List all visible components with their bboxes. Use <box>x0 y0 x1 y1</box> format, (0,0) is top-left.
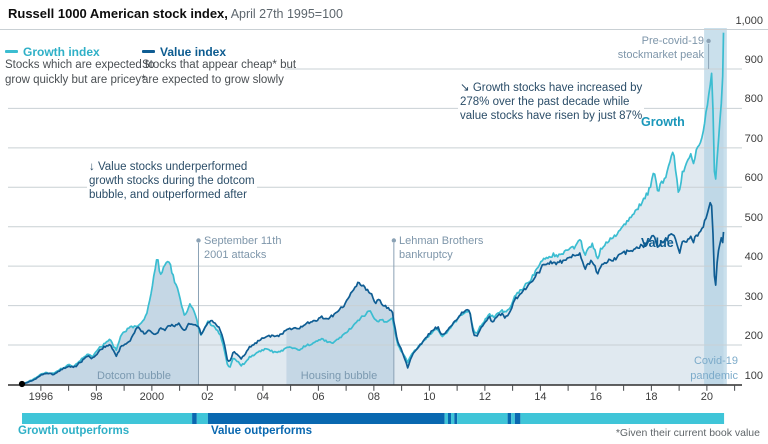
sept11-annotation: September 11th 2001 attacks <box>204 235 282 261</box>
y-axis-label-800: 800 <box>744 93 763 106</box>
growth-legend-swatch-icon <box>5 50 18 53</box>
precovid-marker-dot <box>706 38 711 44</box>
y-axis-label-200: 200 <box>744 330 763 343</box>
x-axis-label-08: 08 <box>367 391 381 403</box>
chart-title: Russell 1000 American stock index, April… <box>8 6 343 21</box>
value-outperforms-label: Value outperforms <box>211 425 312 437</box>
x-axis-label-1996: 1996 <box>28 391 54 403</box>
x-axis-label-02: 02 <box>201 391 214 403</box>
precovid-annotation: Pre-covid-19 stockmarket peak <box>617 35 704 61</box>
outperform-segment-value-3 <box>207 413 445 424</box>
growth-line <box>21 32 725 386</box>
outperform-segment-growth-8 <box>457 413 508 424</box>
y-axis-label-1000: 1,000 <box>735 14 763 27</box>
y-axis-label-900: 900 <box>744 53 763 66</box>
outperform-segment-growth-0 <box>22 413 193 424</box>
x-axis-label-98: 98 <box>90 391 103 403</box>
covid-band <box>704 28 727 385</box>
value-legend-swatch-icon <box>142 50 155 53</box>
event-dot-1 <box>391 238 397 243</box>
y-axis-label-700: 700 <box>744 132 763 145</box>
value-legend-desc-1: Stocks that appear cheap* but <box>142 59 297 71</box>
outperform-segment-growth-2 <box>196 413 208 424</box>
x-axis-label-04: 04 <box>256 391 270 403</box>
outperform-segment-growth-10 <box>511 413 515 424</box>
outperform-segment-value-5 <box>447 413 452 424</box>
y-axis-label-100: 100 <box>744 369 763 382</box>
growth-legend-desc-1: Stocks which are expected to <box>5 59 155 71</box>
value-line <box>21 201 725 386</box>
bubble-band-1 <box>286 32 394 385</box>
lehman-annotation: Lehman Brothers bankruptcy <box>399 235 484 261</box>
x-axis-label-10: 10 <box>423 391 436 403</box>
x-axis-label-2000: 2000 <box>139 391 165 403</box>
x-axis-label-18: 18 <box>645 391 658 403</box>
housing-bubble-label: Housing bubble <box>300 370 378 382</box>
chart-subtitle: April 27th 1995=100 <box>227 7 343 21</box>
outperform-segment-value-1 <box>192 413 197 424</box>
y-axis-label-500: 500 <box>744 211 763 224</box>
decade-note: ↘ Growth stocks have increased by 278% o… <box>458 81 645 125</box>
dotcom-bubble-label: Dotcom bubble <box>97 370 171 382</box>
covid-annotation: Covid-19 pandemic <box>690 355 738 382</box>
event-dot-0 <box>196 238 201 243</box>
y-axis-label-600: 600 <box>744 172 763 185</box>
outperform-segment-growth-6 <box>451 413 455 424</box>
legend-growth: Growth index Stocks which are expected t… <box>5 45 155 88</box>
outperform-segment-growth-12 <box>520 413 725 424</box>
y-axis-label-300: 300 <box>744 290 763 303</box>
dotcom-note: ↓ Value stocks underperformed growth sto… <box>87 160 257 204</box>
value-series-label: Value <box>641 236 674 250</box>
growth-legend-desc-2: grow quickly but are pricey* <box>5 73 146 86</box>
outperform-segment-value-11 <box>514 413 521 424</box>
x-axis-label-06: 06 <box>312 391 325 403</box>
y-axis-label-400: 400 <box>744 251 763 264</box>
outperform-segment-value-7 <box>454 413 458 424</box>
outperform-segment-growth-4 <box>444 413 448 424</box>
x-axis-label-20: 20 <box>700 391 714 403</box>
chart-title-main: Russell 1000 American stock index, <box>8 6 228 21</box>
value-legend-desc-2: are expected to grow slowly <box>142 73 284 86</box>
x-axis-label-12: 12 <box>478 391 492 403</box>
area-under-curves <box>22 32 724 385</box>
origin-dot <box>18 380 26 388</box>
growth-outperforms-label: Growth outperforms <box>18 425 130 437</box>
legend-value: Value index Stocks that appear cheap* bu… <box>142 45 296 88</box>
outperform-segment-value-9 <box>507 413 512 424</box>
growth-series-label: Growth <box>641 115 685 129</box>
footnote: *Given their current book value <box>615 427 760 439</box>
x-axis-label-16: 16 <box>589 391 603 403</box>
growth-legend-label: Growth index <box>23 44 100 59</box>
value-legend-label: Value index <box>160 44 227 59</box>
x-axis-label-14: 14 <box>534 391 547 403</box>
